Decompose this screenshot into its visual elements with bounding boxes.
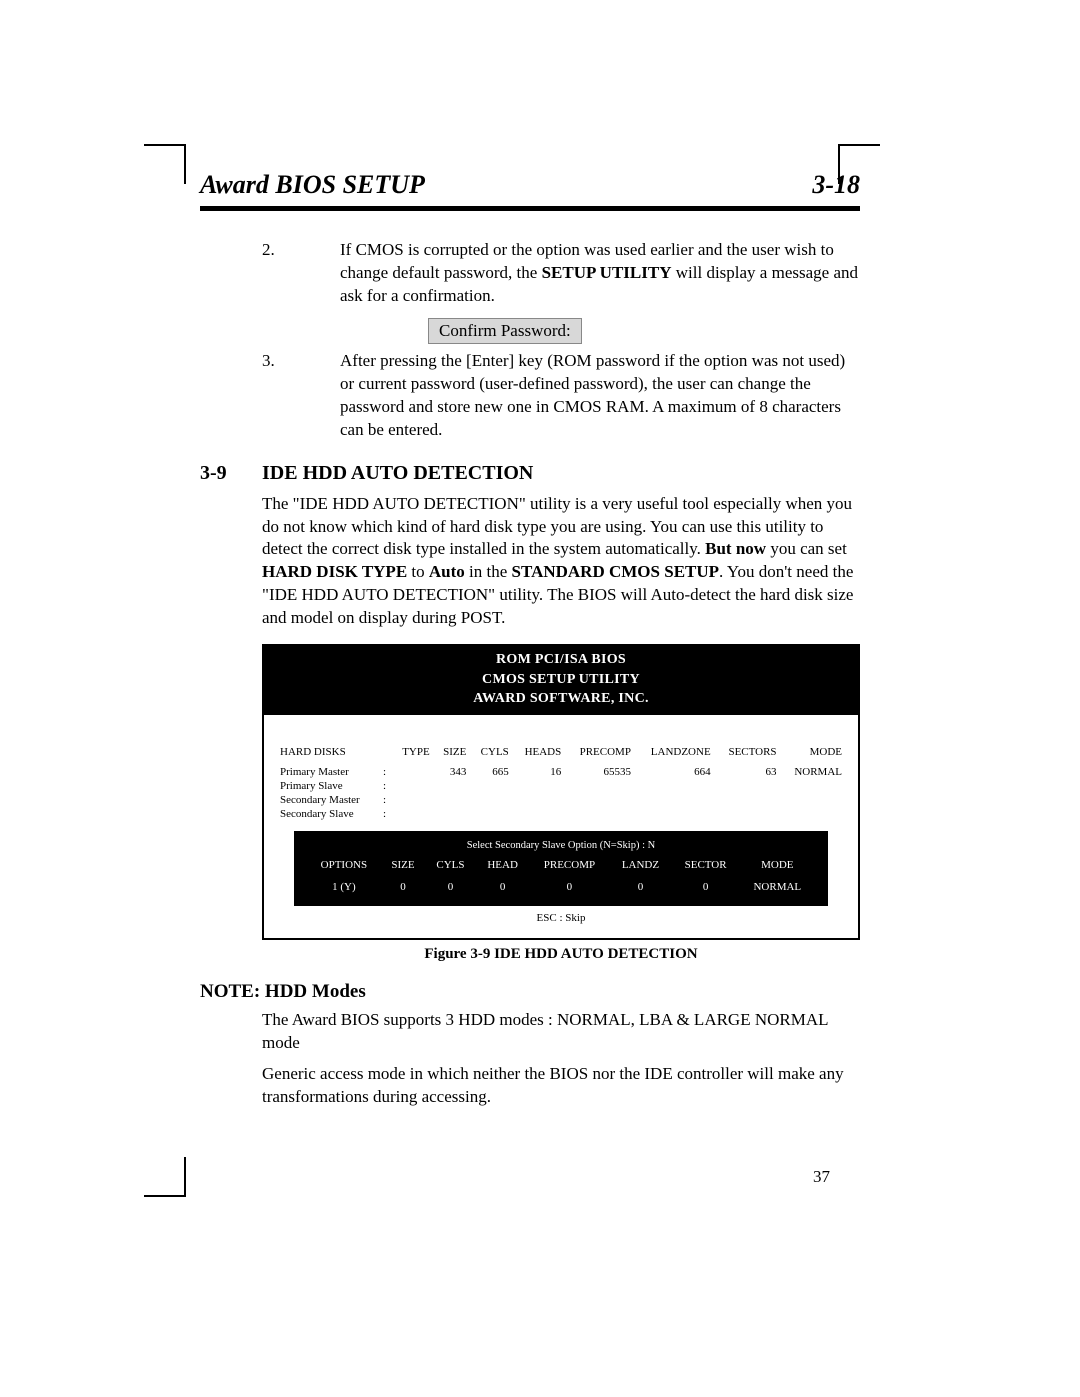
list-item: 3. After pressing the [Enter] key (ROM p…	[262, 350, 860, 442]
col-header: SECTOR	[672, 857, 740, 873]
cell: Secondary Master	[276, 793, 379, 807]
text-bold: Auto	[429, 562, 465, 581]
col-header: CYLS	[470, 745, 512, 759]
header-rule	[200, 206, 860, 211]
cell: 16	[513, 765, 565, 779]
bios-header: ROM PCI/ISA BIOS CMOS SETUP UTILITY AWAR…	[264, 646, 858, 715]
bios-header-line: CMOS SETUP UTILITY	[264, 670, 858, 690]
note-heading: NOTE: HDD Modes	[200, 981, 860, 1003]
list-item: 2. If CMOS is corrupted or the option wa…	[262, 239, 860, 308]
text-bold: STANDARD CMOS SETUP	[512, 562, 720, 581]
text-run: in the	[465, 562, 512, 581]
note-body: The Award BIOS supports 3 HDD modes : NO…	[262, 1009, 860, 1109]
item-text: If CMOS is corrupted or the option was u…	[340, 239, 860, 308]
section-number: 3-9	[200, 462, 262, 485]
section-heading: 3-9 IDE HDD AUTO DETECTION	[200, 462, 860, 485]
col-header: TYPE	[392, 745, 434, 759]
cell: 0	[381, 879, 425, 895]
item-number: 2.	[262, 239, 340, 308]
crop-mark	[184, 144, 186, 184]
table-row: Primary Slave:	[276, 779, 846, 793]
content-area: Award BIOS SETUP 3-18 2. If CMOS is corr…	[200, 170, 860, 1117]
cell: 65535	[565, 765, 635, 779]
col-header: LANDZ	[609, 857, 671, 873]
cell: Secondary Slave	[276, 807, 379, 821]
bios-option-box: Select Secondary Slave Option (N=Skip) :…	[294, 831, 828, 906]
col-header: SECTORS	[715, 745, 781, 759]
bios-esc-hint: ESC : Skip	[276, 912, 846, 924]
cell: Primary Master	[276, 765, 379, 779]
option-table: OPTIONS SIZE CYLS HEAD PRECOMP LANDZ SEC…	[307, 857, 815, 895]
page: Award BIOS SETUP 3-18 2. If CMOS is corr…	[0, 0, 1080, 1397]
cell: 0	[425, 879, 476, 895]
section-title: IDE HDD AUTO DETECTION	[262, 462, 860, 485]
item-number: 3.	[262, 350, 340, 442]
bios-prompt: Select Secondary Slave Option (N=Skip) :…	[307, 840, 815, 851]
col-header: MODE	[781, 745, 846, 759]
cell: Primary Slave	[276, 779, 379, 793]
table-row: Secondary Slave:	[276, 807, 846, 821]
crop-mark	[144, 1195, 184, 1197]
col-header: MODE	[740, 857, 815, 873]
text-run: to	[407, 562, 429, 581]
col-header: CYLS	[425, 857, 476, 873]
header-page-section: 3-18	[812, 170, 860, 200]
col-header: OPTIONS	[307, 857, 381, 873]
table-row: Secondary Master:	[276, 793, 846, 807]
cell	[392, 765, 434, 779]
header-title: Award BIOS SETUP	[200, 170, 425, 200]
col-header: SIZE	[381, 857, 425, 873]
bios-figure: ROM PCI/ISA BIOS CMOS SETUP UTILITY AWAR…	[262, 644, 860, 940]
paragraph: The Award BIOS supports 3 HDD modes : NO…	[262, 1009, 860, 1055]
page-number: 37	[813, 1167, 830, 1187]
table-row: 1 (Y) 0 0 0 0 0 0 NORMAL	[307, 879, 815, 895]
col-header: PRECOMP	[529, 857, 609, 873]
paragraph: Generic access mode in which neither the…	[262, 1063, 860, 1109]
cell: NORMAL	[740, 879, 815, 895]
figure-caption: Figure 3-9 IDE HDD AUTO DETECTION	[262, 946, 860, 963]
col-header: HARD DISKS	[276, 745, 379, 759]
page-header: Award BIOS SETUP 3-18	[200, 170, 860, 200]
cell: 0	[476, 879, 530, 895]
confirm-password-label: Confirm Password:	[428, 318, 582, 344]
cell: 0	[609, 879, 671, 895]
confirm-password-box: Confirm Password:	[262, 312, 860, 350]
text-bold: HARD DISK TYPE	[262, 562, 407, 581]
text-bold: But now	[705, 539, 766, 558]
col-header: PRECOMP	[565, 745, 635, 759]
numbered-list: 2. If CMOS is corrupted or the option wa…	[262, 239, 860, 442]
crop-mark	[840, 144, 880, 146]
table-header-row: HARD DISKS TYPE SIZE CYLS HEADS PRECOMP …	[276, 745, 846, 759]
text-bold: SETUP UTILITY	[542, 263, 672, 282]
crop-mark	[144, 144, 184, 146]
paragraph: The "IDE HDD AUTO DETECTION" utility is …	[262, 493, 860, 631]
col-header: HEADS	[513, 745, 565, 759]
col-header: HEAD	[476, 857, 530, 873]
cell: 343	[434, 765, 471, 779]
table-header-row: OPTIONS SIZE CYLS HEAD PRECOMP LANDZ SEC…	[307, 857, 815, 873]
hard-disk-table: HARD DISKS TYPE SIZE CYLS HEADS PRECOMP …	[276, 745, 846, 821]
cell: 0	[672, 879, 740, 895]
cell: 0	[529, 879, 609, 895]
col-header: LANDZONE	[635, 745, 715, 759]
item-text: After pressing the [Enter] key (ROM pass…	[340, 350, 860, 442]
bios-header-line: ROM PCI/ISA BIOS	[264, 650, 858, 670]
bios-header-line: AWARD SOFTWARE, INC.	[264, 689, 858, 709]
cell: 665	[470, 765, 512, 779]
text-run: you can set	[766, 539, 847, 558]
crop-mark	[184, 1157, 186, 1197]
table-row: Primary Master: 343 665 16 65535 664 63 …	[276, 765, 846, 779]
section-body: The "IDE HDD AUTO DETECTION" utility is …	[262, 493, 860, 963]
bios-body: HARD DISKS TYPE SIZE CYLS HEADS PRECOMP …	[264, 715, 858, 938]
cell: NORMAL	[781, 765, 846, 779]
col-header: SIZE	[434, 745, 471, 759]
cell: 63	[715, 765, 781, 779]
cell: 1 (Y)	[307, 879, 381, 895]
cell: 664	[635, 765, 715, 779]
